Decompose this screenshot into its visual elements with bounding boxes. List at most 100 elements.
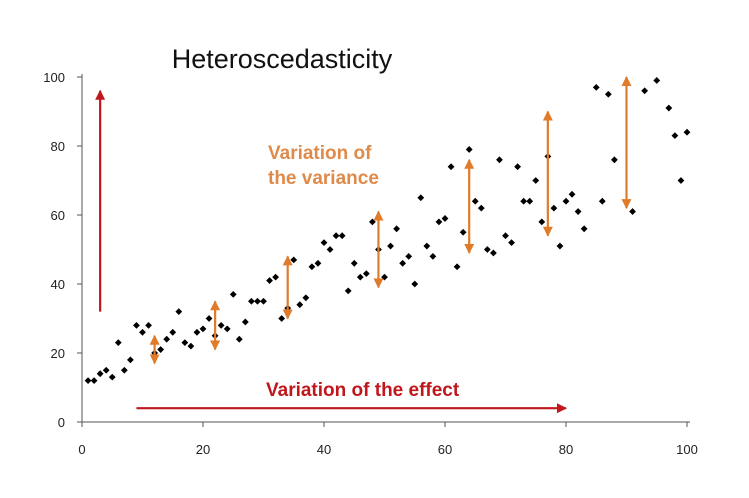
data-point: [677, 177, 685, 184]
x-tick-label: 20: [196, 442, 210, 457]
data-point: [344, 287, 352, 295]
data-point: [356, 273, 364, 281]
data-point: [520, 197, 528, 205]
data-point: [302, 294, 310, 302]
data-point: [556, 242, 564, 250]
data-point: [405, 253, 413, 260]
data-point: [241, 318, 249, 326]
x-tick-label: 60: [438, 442, 452, 457]
data-point: [296, 301, 304, 309]
data-point: [429, 253, 437, 260]
axes: [81, 74, 690, 423]
data-point: [568, 190, 576, 198]
data-point: [502, 232, 509, 240]
data-point: [320, 239, 328, 246]
data-point: [562, 197, 570, 205]
data-point: [611, 156, 618, 164]
data-point: [550, 204, 558, 212]
data-point: [223, 325, 231, 333]
data-point: [90, 377, 98, 384]
data-point: [127, 356, 134, 364]
data-point: [145, 322, 152, 329]
effect-label: Variation of the effect: [266, 380, 460, 401]
data-point: [665, 104, 673, 112]
data-point: [411, 280, 419, 288]
effect-arrows: [95, 89, 567, 414]
data-point: [381, 273, 388, 281]
data-point: [332, 232, 340, 240]
data-point: [683, 128, 691, 136]
data-point: [272, 273, 279, 281]
data-point: [671, 132, 679, 140]
data-point: [108, 373, 116, 381]
y-axis-ticks: 0 20 40 60 80 100: [43, 70, 82, 430]
data-point: [314, 259, 322, 267]
data-point: [653, 77, 661, 84]
data-point: [278, 315, 286, 322]
data-point: [254, 297, 261, 305]
data-point: [362, 270, 370, 278]
data-point: [496, 156, 503, 164]
y-tick-label: 0: [58, 415, 65, 430]
chart-title: Heteroscedasticity: [172, 44, 393, 74]
data-point: [248, 297, 255, 305]
data-point: [199, 325, 207, 333]
data-point: [471, 197, 479, 205]
data-point: [592, 83, 600, 91]
data-point: [114, 339, 122, 347]
data-point: [369, 218, 376, 226]
data-point: [235, 335, 243, 343]
variance-label-line-2: the variance: [268, 168, 379, 189]
data-point: [217, 322, 225, 329]
data-point: [187, 342, 195, 350]
data-point: [350, 259, 358, 267]
data-point: [399, 259, 407, 267]
x-tick-label: 40: [317, 442, 331, 457]
data-point: [465, 146, 473, 153]
data-point: [629, 208, 636, 215]
data-point: [338, 232, 346, 240]
data-point: [441, 215, 449, 222]
data-point: [538, 218, 546, 226]
data-point: [84, 377, 92, 384]
data-point: [526, 197, 534, 205]
data-point: [641, 87, 649, 95]
data-point: [260, 297, 267, 305]
data-point: [169, 328, 177, 336]
y-tick-label: 40: [51, 277, 65, 292]
data-point: [604, 90, 612, 98]
data-point: [574, 208, 582, 215]
data-point: [205, 315, 213, 322]
y-tick-label: 100: [43, 70, 65, 85]
data-point: [102, 366, 110, 374]
data-point: [175, 308, 183, 315]
data-point: [435, 218, 443, 226]
data-point: [580, 225, 588, 233]
data-point: [483, 246, 491, 253]
data-point: [598, 197, 606, 205]
data-point: [120, 366, 128, 374]
data-point: [459, 228, 467, 236]
data-point: [308, 263, 316, 271]
data-point: [508, 239, 515, 246]
y-tick-label: 60: [51, 208, 65, 223]
x-tick-label: 100: [676, 442, 698, 457]
variance-arrows: [149, 76, 632, 365]
data-point: [532, 177, 540, 184]
data-point: [193, 328, 201, 336]
y-tick-label: 20: [51, 346, 65, 361]
data-point: [477, 204, 485, 212]
data-point: [447, 163, 455, 171]
data-point: [96, 370, 104, 378]
data-point: [181, 339, 189, 347]
x-tick-label: 0: [78, 442, 85, 457]
data-point: [229, 290, 237, 298]
data-point: [157, 346, 165, 353]
y-tick-label: 80: [51, 139, 65, 154]
data-point: [266, 277, 273, 284]
data-point: [490, 249, 497, 257]
data-point: [393, 225, 400, 233]
data-point: [417, 194, 425, 202]
x-tick-label: 80: [559, 442, 573, 457]
